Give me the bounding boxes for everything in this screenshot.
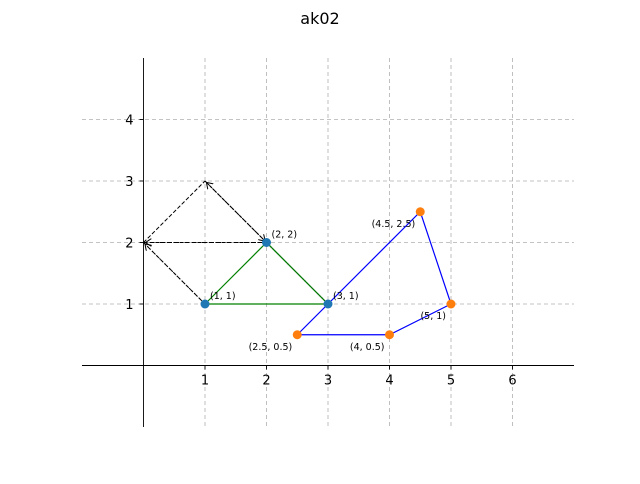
polygon-point — [292, 330, 302, 340]
x-tick-label: 6 — [508, 374, 516, 389]
point-label: (2.5, 0.5) — [249, 342, 293, 353]
construction-line — [143, 180, 206, 243]
x-tick-label: 5 — [447, 374, 455, 389]
triangle-outline — [203, 241, 330, 305]
triangle-point — [200, 299, 210, 309]
x-tick-label: 1 — [201, 374, 209, 389]
tick-labels: 1 2 3 4 5 6 1 2 3 4 — [125, 114, 516, 389]
polygon-point — [415, 207, 425, 217]
y-tick-label: 4 — [125, 114, 133, 129]
point-label: (4, 0.5) — [350, 342, 385, 353]
point-label: (5, 1) — [420, 311, 446, 322]
point-label: (4.5, 2.5) — [372, 219, 416, 230]
dotted-arrow — [145, 244, 206, 305]
y-tick-label: 3 — [125, 175, 133, 190]
triangle-point — [262, 238, 271, 247]
chart-title: ak02 — [300, 9, 339, 28]
x-tick-label: 3 — [324, 374, 332, 389]
x-tick-label: 2 — [262, 374, 270, 389]
y-tick-label: 1 — [125, 298, 133, 313]
polygon-edges — [203, 210, 452, 336]
polygon-point — [385, 330, 394, 340]
x-tick-label: 4 — [385, 374, 393, 389]
point-labels: (1, 1) (2, 2) (3, 1) (2.5, 0.5) (4, 0.5) (5, … — [210, 219, 446, 353]
point-label: (1, 1) — [210, 291, 236, 302]
triangle-point — [323, 299, 333, 309]
polygon-point — [446, 299, 456, 309]
point-label: (3, 1) — [333, 291, 359, 302]
y-tick-label: 2 — [125, 237, 133, 252]
data-points — [200, 207, 456, 340]
point-label: (2, 2) — [272, 230, 298, 241]
dotted-arrow — [204, 180, 265, 241]
